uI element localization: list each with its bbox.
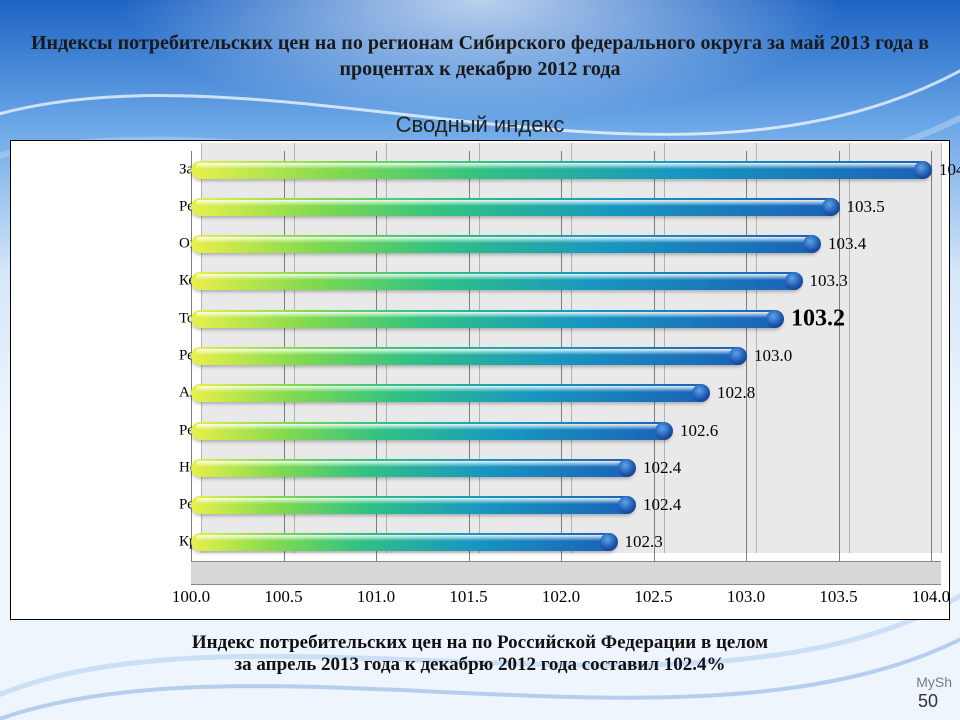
x-tick-label: 104.0	[912, 587, 950, 607]
chart-bar	[191, 533, 617, 551]
footnote-line2: за апрель 2013 года к декабрю 2012 года …	[0, 654, 960, 676]
category-label: Республика Бурятия	[179, 348, 191, 365]
chart-bar	[191, 422, 672, 440]
chart-container: 100.0 100.5 101.0 101.5 102.0 102.5 103.0 103.5…	[10, 140, 950, 620]
category-label: Омская область	[179, 236, 191, 253]
chart-bar	[191, 384, 709, 402]
slide: Индексы потребительских цен на по регион…	[0, 0, 960, 720]
chart-gridline	[931, 151, 932, 561]
category-label: Алтайский край	[179, 385, 191, 402]
value-label: 102.8	[717, 383, 755, 403]
chart-subtitle: Сводный индекс	[0, 112, 960, 138]
x-tick-label: 101.5	[449, 587, 487, 607]
value-label: 103.0	[754, 346, 792, 366]
value-label: 102.4	[643, 458, 681, 478]
x-tick-label: 102.0	[542, 587, 580, 607]
slide-title: Индексы потребительских цен на по регион…	[20, 30, 940, 82]
value-label: 103.5	[847, 197, 885, 217]
category-label: Томская область	[179, 310, 191, 327]
x-tick-label: 103.5	[819, 587, 857, 607]
footnote: Индекс потребительских цен на по Российс…	[0, 632, 960, 676]
category-label: Республика Тыва	[179, 198, 191, 215]
x-tick-label: 101.0	[357, 587, 395, 607]
category-label: Республика Хакасия	[179, 497, 191, 514]
x-tick-label: 103.0	[727, 587, 765, 607]
chart-bar	[191, 272, 802, 290]
chart-bar	[191, 347, 746, 365]
category-label: Новосибирская область	[179, 459, 191, 476]
value-label: 102.3	[625, 532, 663, 552]
x-tick-label: 100.0	[172, 587, 210, 607]
chart-gridline	[839, 151, 840, 561]
chart-bar	[191, 459, 635, 477]
category-label: Красноярский край	[179, 534, 191, 551]
category-label: Республика Алтай	[179, 422, 191, 439]
value-label: 102.4	[643, 495, 681, 515]
chart-gridline	[941, 143, 942, 553]
value-label: 103.2	[791, 305, 845, 332]
value-label: 103.4	[828, 234, 866, 254]
chart-bar	[191, 496, 635, 514]
chart-bar	[191, 235, 820, 253]
value-label: 104.0	[939, 160, 960, 180]
footnote-line1: Индекс потребительских цен на по Российс…	[0, 632, 960, 654]
x-tick-label: 102.5	[634, 587, 672, 607]
chart-floor	[191, 561, 941, 585]
chart-bar	[191, 310, 783, 328]
watermark: MySh	[916, 674, 952, 690]
value-label: 103.3	[810, 271, 848, 291]
page-number: 50	[918, 691, 938, 712]
chart-bar	[191, 198, 839, 216]
chart-bar	[191, 161, 931, 179]
category-label: Кемеровская область	[179, 273, 191, 290]
value-label: 102.6	[680, 421, 718, 441]
chart-inner: 100.0 100.5 101.0 101.5 102.0 102.5 103.0 103.5…	[11, 141, 949, 619]
x-tick-label: 100.5	[264, 587, 302, 607]
category-label: Забайкальский край	[179, 161, 191, 178]
